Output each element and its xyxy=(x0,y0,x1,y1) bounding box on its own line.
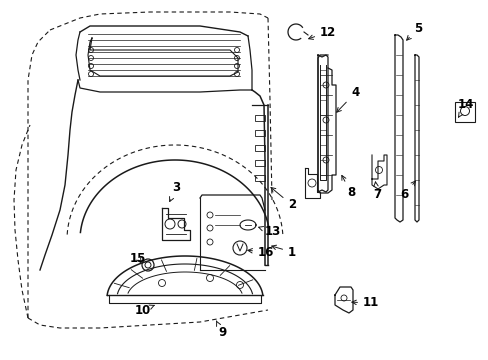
Text: 7: 7 xyxy=(372,182,380,202)
Text: 16: 16 xyxy=(247,246,274,258)
Text: 2: 2 xyxy=(270,188,296,211)
Bar xyxy=(254,160,264,166)
Text: 11: 11 xyxy=(351,297,379,310)
Text: 8: 8 xyxy=(341,175,354,199)
Text: 4: 4 xyxy=(336,86,359,112)
Text: 5: 5 xyxy=(406,22,421,40)
Text: 10: 10 xyxy=(135,303,154,316)
Bar xyxy=(254,145,264,151)
Text: 6: 6 xyxy=(399,181,415,202)
Bar xyxy=(254,115,264,121)
Bar xyxy=(254,175,264,181)
Text: 12: 12 xyxy=(308,26,336,39)
Bar xyxy=(254,130,264,136)
Text: 13: 13 xyxy=(258,225,281,238)
Bar xyxy=(454,102,474,122)
Text: 15: 15 xyxy=(130,252,146,265)
Text: 3: 3 xyxy=(169,181,180,202)
Text: 9: 9 xyxy=(216,321,226,339)
Text: 14: 14 xyxy=(457,99,473,117)
Text: 1: 1 xyxy=(271,245,296,258)
